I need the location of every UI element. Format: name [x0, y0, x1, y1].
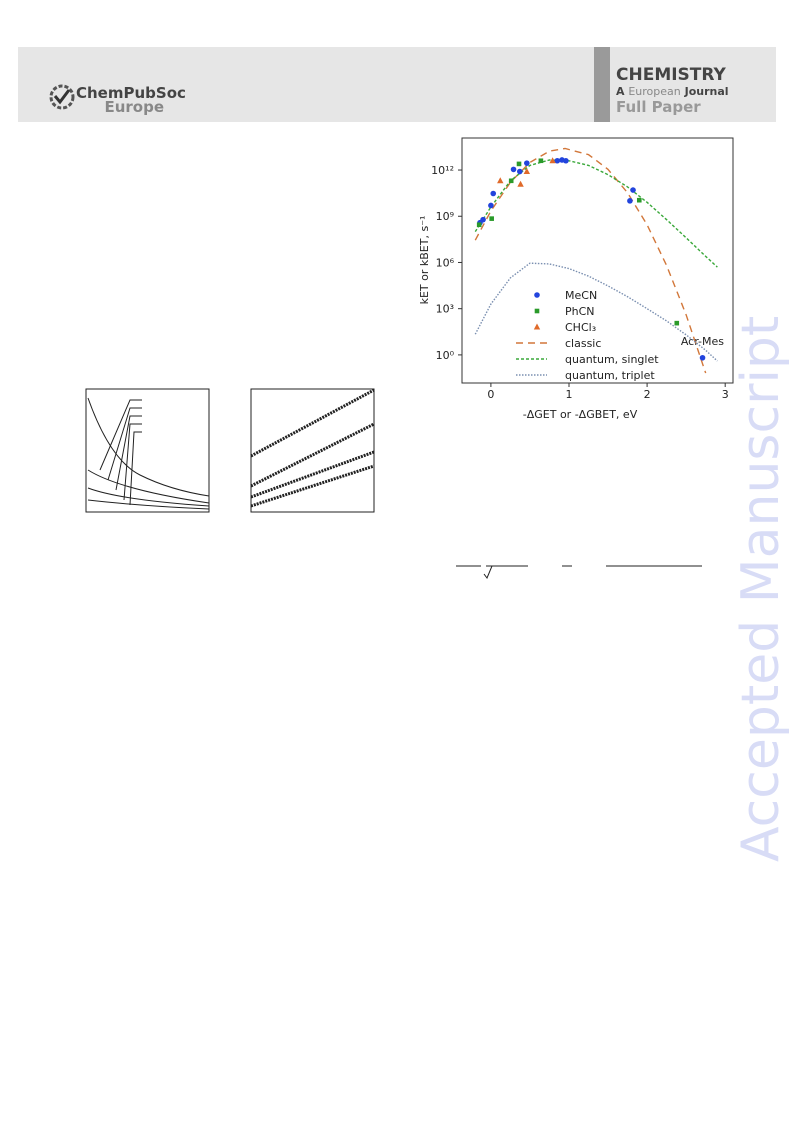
region: Europe	[104, 98, 164, 116]
y-tick-label: 10³	[436, 303, 454, 316]
point	[524, 160, 530, 166]
legend-label: quantum, singlet	[565, 353, 659, 366]
point	[630, 187, 636, 193]
point	[674, 320, 680, 326]
point	[489, 216, 494, 221]
legend-marker	[533, 323, 541, 330]
point	[480, 216, 486, 223]
x-tick-label: 3	[722, 388, 729, 401]
y-tick-label: 10¹²	[431, 164, 454, 177]
journal-sub-b: European	[628, 85, 680, 98]
y-tick-label: 10⁰	[436, 349, 455, 362]
point	[510, 166, 517, 173]
point	[490, 190, 497, 197]
curve	[474, 262, 718, 362]
chart: -ΔGET or -ΔGBET, eV kET or kBET, s⁻¹ Acr…	[418, 137, 734, 421]
curve	[474, 147, 707, 374]
logo-check	[53, 89, 71, 105]
legend-label: classic	[565, 337, 601, 350]
logo-icon	[49, 84, 75, 110]
y-tick-label: 10⁶	[436, 256, 455, 269]
point	[517, 180, 524, 187]
section: Full Paper	[616, 98, 701, 116]
x-tick-label: 1	[565, 388, 572, 401]
point	[549, 157, 556, 164]
x-tick-label: 2	[644, 388, 651, 401]
legend-label: PhCN	[565, 305, 595, 318]
legend-marker	[534, 292, 540, 298]
journal-sub-c: Journal	[684, 85, 729, 98]
header-band	[18, 47, 776, 122]
plot-frame	[461, 137, 734, 384]
point	[699, 354, 706, 361]
legend-marker	[534, 308, 540, 314]
point	[636, 197, 642, 203]
point	[516, 161, 522, 167]
point	[554, 157, 561, 164]
annotation: Acr-Mes	[681, 335, 724, 348]
society: ChemPubSoc	[76, 84, 186, 102]
point	[508, 178, 514, 184]
y-tick-label: 10⁹	[436, 210, 454, 223]
point	[563, 157, 569, 164]
point	[516, 168, 523, 175]
equation	[456, 565, 702, 579]
point	[476, 222, 482, 228]
point	[627, 198, 633, 204]
point	[523, 168, 531, 175]
y-axis-label: kET or kBET, s⁻¹	[418, 216, 431, 305]
legend-label: quantum, triplet	[565, 369, 655, 382]
point	[488, 202, 494, 209]
watermark: Accepted Manuscript	[731, 316, 791, 862]
legend-label: MeCN	[565, 289, 597, 302]
journal-sub: A European Journal	[616, 85, 729, 98]
header-bar	[594, 47, 610, 122]
x-axis-label: -ΔGET or -ΔGBET, eV	[523, 408, 638, 421]
journal: CHEMISTRY	[616, 65, 727, 85]
point	[538, 158, 544, 164]
point	[497, 177, 504, 184]
small-figures	[85, 388, 375, 513]
x-tick-label: 0	[487, 388, 494, 401]
journal-sub-a: A	[616, 85, 625, 98]
curve	[474, 159, 718, 268]
legend-label: CHCl₃	[565, 321, 596, 334]
